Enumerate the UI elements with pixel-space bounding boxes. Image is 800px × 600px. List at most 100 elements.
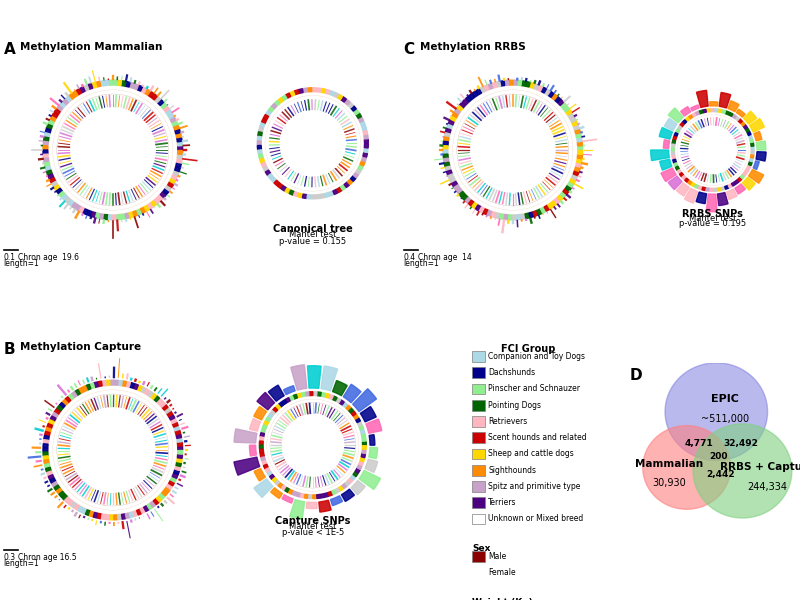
Wedge shape xyxy=(747,131,751,136)
Wedge shape xyxy=(317,392,321,396)
Wedge shape xyxy=(487,211,492,216)
Wedge shape xyxy=(500,81,505,86)
Wedge shape xyxy=(270,177,276,182)
Wedge shape xyxy=(174,125,179,130)
Wedge shape xyxy=(69,94,74,100)
Wedge shape xyxy=(166,484,173,490)
Wedge shape xyxy=(121,214,126,219)
Wedge shape xyxy=(266,110,271,116)
Wedge shape xyxy=(348,478,353,483)
Wedge shape xyxy=(337,187,342,193)
Wedge shape xyxy=(491,212,496,218)
Wedge shape xyxy=(168,182,174,187)
Wedge shape xyxy=(100,214,104,219)
Wedge shape xyxy=(170,477,177,482)
Wedge shape xyxy=(250,419,261,431)
Wedge shape xyxy=(126,82,130,87)
Wedge shape xyxy=(264,421,269,426)
Wedge shape xyxy=(109,80,113,85)
Wedge shape xyxy=(74,389,80,395)
Wedge shape xyxy=(282,494,293,503)
Wedge shape xyxy=(75,205,81,211)
Wedge shape xyxy=(566,109,572,115)
Wedge shape xyxy=(46,124,52,130)
Wedge shape xyxy=(234,429,257,443)
Wedge shape xyxy=(289,490,294,494)
Wedge shape xyxy=(663,140,670,148)
Wedge shape xyxy=(46,467,51,472)
Wedge shape xyxy=(361,454,366,458)
Wedge shape xyxy=(87,211,92,216)
Wedge shape xyxy=(164,487,170,493)
Wedge shape xyxy=(329,191,334,196)
Wedge shape xyxy=(159,493,165,499)
Wedge shape xyxy=(48,475,54,480)
Wedge shape xyxy=(341,97,346,102)
Wedge shape xyxy=(750,158,754,162)
Wedge shape xyxy=(72,91,78,97)
Wedge shape xyxy=(364,134,368,139)
Wedge shape xyxy=(234,457,260,475)
Wedge shape xyxy=(743,125,747,129)
Wedge shape xyxy=(333,380,347,396)
Text: Scent hounds and related: Scent hounds and related xyxy=(489,433,587,442)
Wedge shape xyxy=(320,194,325,198)
Wedge shape xyxy=(359,470,381,490)
Wedge shape xyxy=(285,188,290,193)
Wedge shape xyxy=(710,188,714,191)
Wedge shape xyxy=(178,146,182,150)
Wedge shape xyxy=(356,113,362,118)
Wedge shape xyxy=(290,500,305,520)
Text: p-value = 0.155: p-value = 0.155 xyxy=(279,236,346,245)
Wedge shape xyxy=(129,512,134,518)
Wedge shape xyxy=(332,396,337,401)
Wedge shape xyxy=(718,109,722,112)
Wedge shape xyxy=(92,82,97,88)
Wedge shape xyxy=(289,190,294,195)
FancyBboxPatch shape xyxy=(472,465,485,476)
Wedge shape xyxy=(740,175,745,179)
Wedge shape xyxy=(754,131,762,141)
Wedge shape xyxy=(450,116,456,122)
Wedge shape xyxy=(306,502,317,509)
Wedge shape xyxy=(492,82,497,88)
Wedge shape xyxy=(114,380,118,385)
Wedge shape xyxy=(44,460,49,464)
Wedge shape xyxy=(170,418,177,424)
Wedge shape xyxy=(443,150,448,154)
Wedge shape xyxy=(672,144,675,148)
Wedge shape xyxy=(172,422,178,427)
Wedge shape xyxy=(576,133,582,138)
Wedge shape xyxy=(318,500,331,512)
Wedge shape xyxy=(344,182,350,188)
Wedge shape xyxy=(102,380,106,386)
Wedge shape xyxy=(731,182,736,186)
Wedge shape xyxy=(325,193,330,197)
FancyBboxPatch shape xyxy=(472,367,485,378)
Wedge shape xyxy=(170,178,176,184)
Wedge shape xyxy=(117,215,121,220)
Wedge shape xyxy=(261,163,266,167)
Wedge shape xyxy=(303,88,307,92)
Wedge shape xyxy=(574,125,579,130)
Wedge shape xyxy=(175,430,181,434)
Wedge shape xyxy=(673,136,677,140)
Wedge shape xyxy=(177,158,182,163)
Wedge shape xyxy=(365,459,378,472)
Wedge shape xyxy=(44,133,50,137)
Wedge shape xyxy=(165,407,170,413)
Wedge shape xyxy=(176,434,182,439)
Wedge shape xyxy=(725,111,730,115)
Wedge shape xyxy=(259,437,264,441)
Wedge shape xyxy=(59,491,65,497)
Wedge shape xyxy=(98,381,102,386)
Wedge shape xyxy=(267,414,273,419)
Wedge shape xyxy=(342,489,354,502)
Wedge shape xyxy=(176,133,182,138)
FancyBboxPatch shape xyxy=(472,433,485,443)
Text: length=1: length=1 xyxy=(4,259,39,268)
Wedge shape xyxy=(50,178,56,183)
Wedge shape xyxy=(286,93,291,98)
Wedge shape xyxy=(659,127,673,139)
Wedge shape xyxy=(46,170,52,175)
